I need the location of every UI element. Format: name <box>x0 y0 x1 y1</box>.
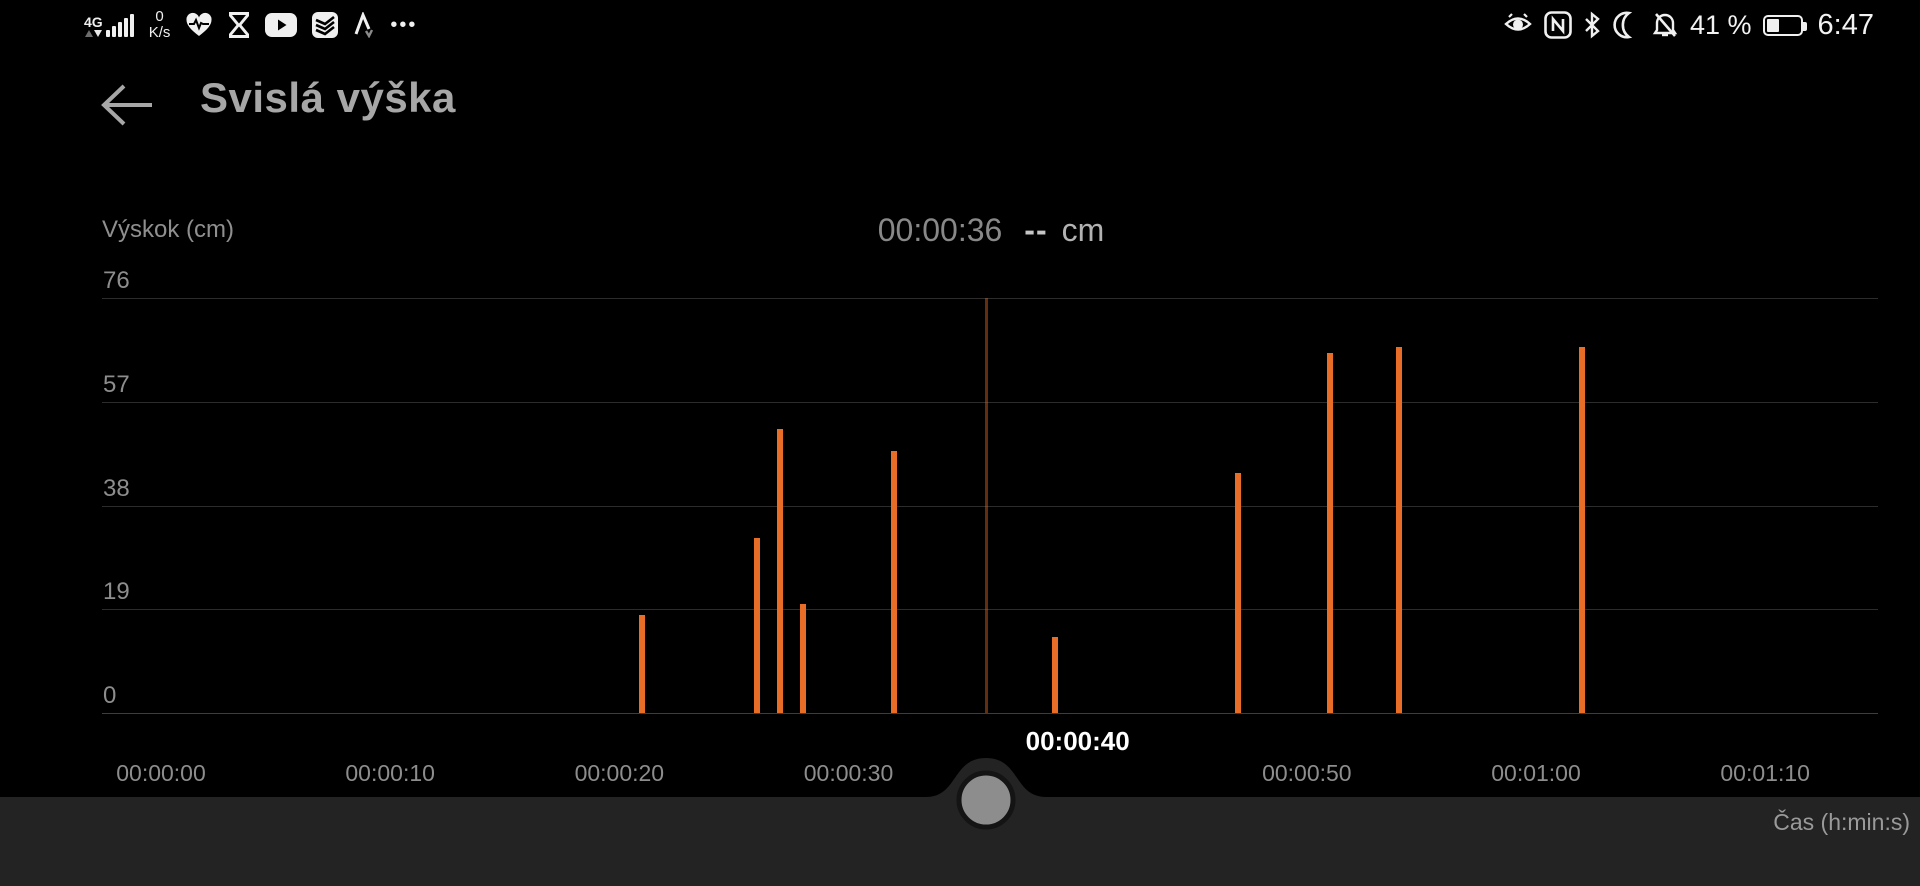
heart-rate-app-icon <box>185 12 213 38</box>
x-tick-label[interactable]: 00:01:10 <box>1720 760 1810 786</box>
eye-comfort-icon <box>1503 11 1533 39</box>
y-tick-label: 57 <box>103 370 130 398</box>
status-bar-right: 41 % 6:47 <box>1503 0 1874 50</box>
x-tick-label[interactable]: 00:00:30 <box>803 760 894 786</box>
gridline <box>102 298 1878 299</box>
cursor-line[interactable] <box>984 298 988 713</box>
data-bar[interactable] <box>799 603 806 713</box>
time-slider-knob <box>956 770 1016 830</box>
x-tick-label-selected[interactable]: 00:00:40 <box>1025 726 1130 756</box>
more-notifications-icon: ••• <box>390 13 418 36</box>
hourglass-app-icon <box>228 12 250 38</box>
layers-app-icon <box>312 12 339 38</box>
youtube-app-icon <box>265 13 298 37</box>
x-axis-label: Čas (h:min:s) <box>1773 809 1910 835</box>
data-bar[interactable] <box>776 429 783 713</box>
nfc-icon <box>1544 11 1572 39</box>
network-type-label: 4G <box>84 13 103 30</box>
page-title: Svislá výška <box>200 74 456 121</box>
clock-label: 6:47 <box>1817 8 1874 41</box>
network-speed: 0 K/s <box>149 9 171 41</box>
signal-bars-icon <box>105 13 134 37</box>
back-arrow-icon <box>101 84 152 126</box>
cursor-readout: 00:00:36 -- cm <box>741 212 1241 249</box>
activity-spark-icon <box>353 12 375 38</box>
data-bar[interactable] <box>639 614 646 713</box>
bluetooth-icon <box>1583 11 1601 39</box>
cursor-time-label: 00:00:36 <box>877 212 1003 248</box>
night-mode-icon <box>1612 11 1640 39</box>
data-bar[interactable] <box>1578 347 1585 713</box>
y-tick-label: 0 <box>103 682 117 709</box>
data-bar[interactable] <box>1395 347 1402 713</box>
alarm-off-icon <box>1651 11 1679 39</box>
battery-icon <box>1762 14 1807 36</box>
signal-strength-icon: 4G <box>84 13 134 37</box>
battery-percent-label: 41 % <box>1690 9 1752 40</box>
gridline <box>102 505 1878 507</box>
x-tick-label[interactable]: 00:00:00 <box>116 760 206 786</box>
data-bar[interactable] <box>1235 472 1242 713</box>
status-bar-left: 4G 0 K/s ••• <box>84 0 417 50</box>
network-speed-value: 0 <box>155 8 164 26</box>
data-bar[interactable] <box>753 538 760 713</box>
x-tick-label[interactable]: 00:01:00 <box>1491 760 1581 786</box>
network-speed-unit: K/s <box>148 24 171 41</box>
x-tick-label[interactable]: 00:00:50 <box>1262 760 1352 786</box>
gridline <box>102 401 1878 403</box>
y-tick-label: 19 <box>103 578 130 606</box>
x-tick-label[interactable]: 00:00:20 <box>574 760 665 786</box>
data-bar[interactable] <box>1326 352 1333 713</box>
gridline <box>102 713 1878 714</box>
y-tick-label: 38 <box>103 474 130 502</box>
back-button[interactable] <box>96 80 158 130</box>
title-row: Svislá výška <box>0 74 1920 134</box>
x-tick-label[interactable]: 00:00:10 <box>345 760 435 786</box>
y-axis-label: Výskok (cm) <box>102 216 234 243</box>
data-bar[interactable] <box>891 450 898 713</box>
cursor-unit-label: cm <box>1061 212 1105 248</box>
data-arrows-icon <box>84 29 102 37</box>
data-bar[interactable] <box>1051 636 1058 713</box>
cursor-value-label: -- <box>1024 212 1048 248</box>
y-tick-label: 76 <box>103 267 130 294</box>
gridline <box>102 609 1878 611</box>
